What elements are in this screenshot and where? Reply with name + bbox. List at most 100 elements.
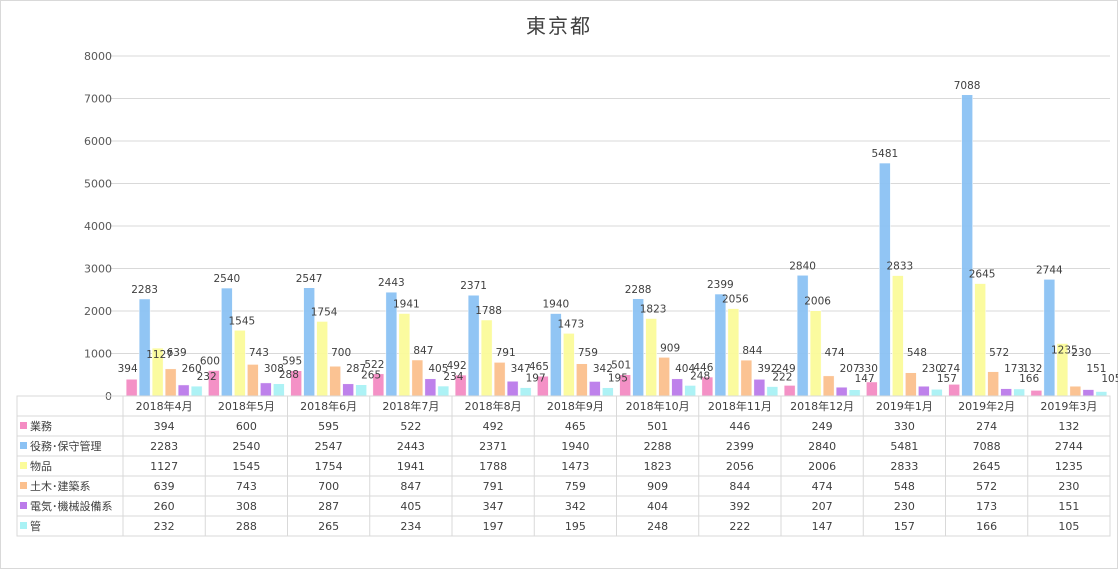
bar xyxy=(671,378,683,397)
legend-label: 業務 xyxy=(30,419,52,433)
bar xyxy=(658,357,670,397)
data-label: 2443 xyxy=(378,277,405,289)
table-cell: 157 xyxy=(894,520,915,533)
x-tick-label: 2019年2月 xyxy=(958,399,1015,413)
table-cell: 2283 xyxy=(150,440,178,453)
table-cell: 308 xyxy=(236,500,257,513)
table-cell: 522 xyxy=(400,420,421,433)
data-label: 2288 xyxy=(625,284,652,296)
table-cell: 1473 xyxy=(561,460,589,473)
table-cell: 1941 xyxy=(397,460,425,473)
data-label: 5481 xyxy=(872,148,899,160)
table-cell: 2645 xyxy=(973,460,1001,473)
data-label: 207 xyxy=(840,363,860,375)
x-tick-label: 2018年4月 xyxy=(136,399,193,413)
table-cell: 909 xyxy=(647,480,668,493)
bar xyxy=(589,381,601,397)
legend-key xyxy=(20,462,27,469)
data-label: 743 xyxy=(249,347,269,359)
table-cell: 2540 xyxy=(232,440,260,453)
bar xyxy=(260,382,272,397)
y-tick-label: 2000 xyxy=(84,305,112,318)
data-label: 1940 xyxy=(543,299,570,311)
data-label: 287 xyxy=(346,363,366,375)
data-label: 230 xyxy=(1071,347,1091,359)
y-tick-label: 8000 xyxy=(84,50,112,63)
table-cell: 147 xyxy=(812,520,833,533)
table-cell: 847 xyxy=(400,480,421,493)
table-cell: 844 xyxy=(729,480,750,493)
table-cell: 595 xyxy=(318,420,339,433)
bar xyxy=(138,298,151,397)
data-label: 791 xyxy=(496,347,516,359)
legend-label: 役務･保守管理 xyxy=(30,439,102,453)
data-label: 347 xyxy=(511,363,531,375)
bar xyxy=(809,310,822,397)
data-label: 166 xyxy=(1019,373,1039,385)
bar xyxy=(480,319,493,397)
x-tick-label: 2018年5月 xyxy=(218,399,275,413)
data-label: 2006 xyxy=(804,296,831,308)
table-cell: 274 xyxy=(976,420,997,433)
bar xyxy=(303,287,315,397)
data-label: 197 xyxy=(526,373,546,385)
bar xyxy=(879,162,891,397)
y-tick-label: 7000 xyxy=(84,93,112,106)
table-cell: 222 xyxy=(729,520,750,533)
data-label: 1545 xyxy=(229,315,256,327)
legend-key xyxy=(20,482,27,489)
y-tick-label: 4000 xyxy=(84,220,112,233)
data-label: 394 xyxy=(118,363,138,375)
table-cell: 287 xyxy=(318,500,339,513)
data-label: 446 xyxy=(693,362,713,374)
bar xyxy=(576,363,588,397)
table-cell: 265 xyxy=(318,520,339,533)
x-tick-label: 2018年7月 xyxy=(382,399,439,413)
data-label: 249 xyxy=(776,363,796,375)
legend-key xyxy=(20,522,27,529)
data-label: 1941 xyxy=(393,299,420,311)
bar xyxy=(948,384,960,397)
bar xyxy=(125,379,138,397)
bar xyxy=(918,385,930,397)
data-label: 260 xyxy=(182,363,202,375)
data-label: 492 xyxy=(447,360,467,372)
data-label: 572 xyxy=(989,347,1009,359)
data-label: 288 xyxy=(279,369,299,381)
data-label: 639 xyxy=(167,347,187,359)
legend-key xyxy=(20,442,27,449)
bar xyxy=(753,379,766,397)
table-cell: 700 xyxy=(318,480,339,493)
table-cell: 342 xyxy=(565,500,586,513)
chart-title: 東京都 xyxy=(526,14,592,38)
data-label: 195 xyxy=(608,373,628,385)
x-tick-label: 2019年1月 xyxy=(876,399,933,413)
data-label: 132 xyxy=(1022,363,1042,375)
table-cell: 5481 xyxy=(890,440,918,453)
table-cell: 2443 xyxy=(397,440,425,453)
data-label: 173 xyxy=(1004,363,1024,375)
legend-label: 物品 xyxy=(30,459,52,473)
bar xyxy=(931,389,943,397)
data-label: 330 xyxy=(858,363,878,375)
data-label: 2371 xyxy=(460,280,487,292)
bar xyxy=(1030,390,1043,397)
bar xyxy=(1095,391,1108,397)
table-cell: 1788 xyxy=(479,460,507,473)
data-label: 248 xyxy=(690,370,710,382)
bar xyxy=(848,389,861,397)
x-tick-label: 2019年3月 xyxy=(1040,399,1097,413)
table-cell: 330 xyxy=(894,420,915,433)
data-label: 105 xyxy=(1101,373,1118,385)
data-label: 1127 xyxy=(146,349,173,361)
bar xyxy=(398,313,411,397)
bar xyxy=(329,366,341,397)
table-cell: 446 xyxy=(729,420,750,433)
table-cell: 232 xyxy=(154,520,175,533)
bar xyxy=(519,387,532,397)
table-cell: 759 xyxy=(565,480,586,493)
table-cell: 743 xyxy=(236,480,257,493)
data-label: 308 xyxy=(264,363,284,375)
bar xyxy=(437,385,450,397)
bar xyxy=(974,283,986,397)
